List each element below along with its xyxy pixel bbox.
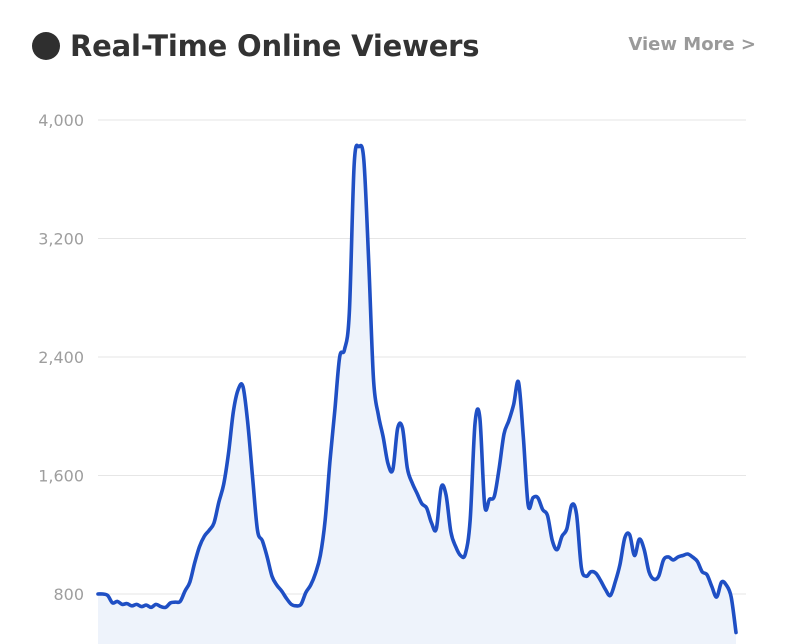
chart-title: Real-Time Online Viewers	[70, 29, 480, 63]
series-line	[96, 143, 738, 635]
chart-header: Real-Time Online Viewers View More >	[32, 24, 756, 68]
y-tick-label: 1,600	[38, 467, 84, 486]
title-dot-icon	[32, 32, 60, 60]
y-tick-label: 4,000	[38, 111, 84, 130]
y-tick-label: 3,200	[38, 230, 84, 249]
y-tick-label: 2,400	[38, 348, 84, 367]
view-more-link[interactable]: View More >	[628, 34, 756, 55]
title-wrap: Real-Time Online Viewers	[32, 24, 480, 68]
y-tick-labels: 800 1,600 2,400 3,200 4,000	[38, 111, 84, 604]
y-tick-label: 800	[53, 585, 84, 604]
line-layer	[96, 143, 738, 635]
